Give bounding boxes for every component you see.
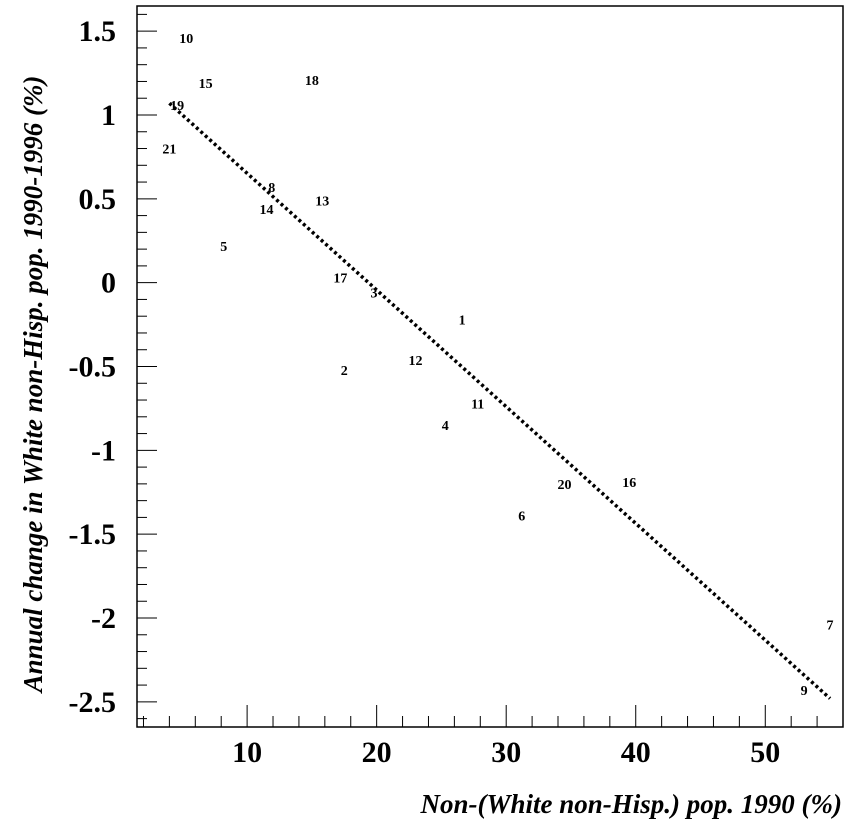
point-label: 17 — [333, 272, 347, 287]
point-label: 1 — [459, 314, 466, 329]
point-label: 11 — [471, 397, 484, 412]
x-axis-title: Non-(White non-Hisp.) pop. 1990 (%) — [419, 789, 842, 819]
point-label: 8 — [268, 181, 275, 196]
x-tick-label: 50 — [750, 736, 780, 769]
y-tick-label: 0 — [101, 267, 116, 300]
point-label: 18 — [305, 74, 319, 89]
x-tick-label: 20 — [362, 736, 392, 769]
y-axis-ticks: 1.5 1 0.5 0 -0.5 -1 -1.5 -2 -2.5 — [69, 13, 157, 720]
point-label: 9 — [801, 684, 808, 699]
y-tick-label: -1.5 — [69, 518, 117, 551]
point-label: 6 — [518, 510, 525, 525]
x-tick-label: 10 — [232, 736, 262, 769]
x-tick-label: 40 — [621, 736, 651, 769]
y-tick-label: -2.5 — [69, 686, 117, 719]
point-label: 10 — [179, 32, 193, 47]
y-tick-label: -0.5 — [69, 351, 117, 384]
point-label: 21 — [162, 143, 176, 158]
point-label: 20 — [557, 478, 571, 493]
y-tick-label: 0.5 — [79, 183, 117, 216]
fit-line-group — [168, 101, 832, 700]
y-tick-label: -2 — [91, 602, 116, 635]
point-label: 13 — [315, 195, 329, 210]
point-label: 16 — [622, 476, 636, 491]
point-label: 14 — [260, 203, 274, 218]
y-tick-label: 1.5 — [79, 15, 117, 48]
point-label: 3 — [371, 287, 378, 302]
plot-frame — [136, 5, 844, 728]
point-label: 4 — [442, 419, 449, 434]
y-tick-label: -1 — [91, 434, 116, 467]
point-label: 7 — [827, 619, 834, 634]
x-tick-label: 30 — [491, 736, 521, 769]
y-axis-title: Annual change in White non-Hisp. pop. 19… — [18, 76, 48, 695]
point-label: 19 — [170, 99, 184, 114]
fit-line — [168, 101, 832, 700]
y-tick-label: 1 — [101, 99, 116, 132]
point-label: 15 — [199, 77, 213, 92]
x-axis-ticks: 10 20 30 40 50 — [142, 705, 844, 769]
point-label: 12 — [409, 354, 423, 369]
point-label: 5 — [220, 240, 227, 255]
point-label: 2 — [341, 364, 348, 379]
